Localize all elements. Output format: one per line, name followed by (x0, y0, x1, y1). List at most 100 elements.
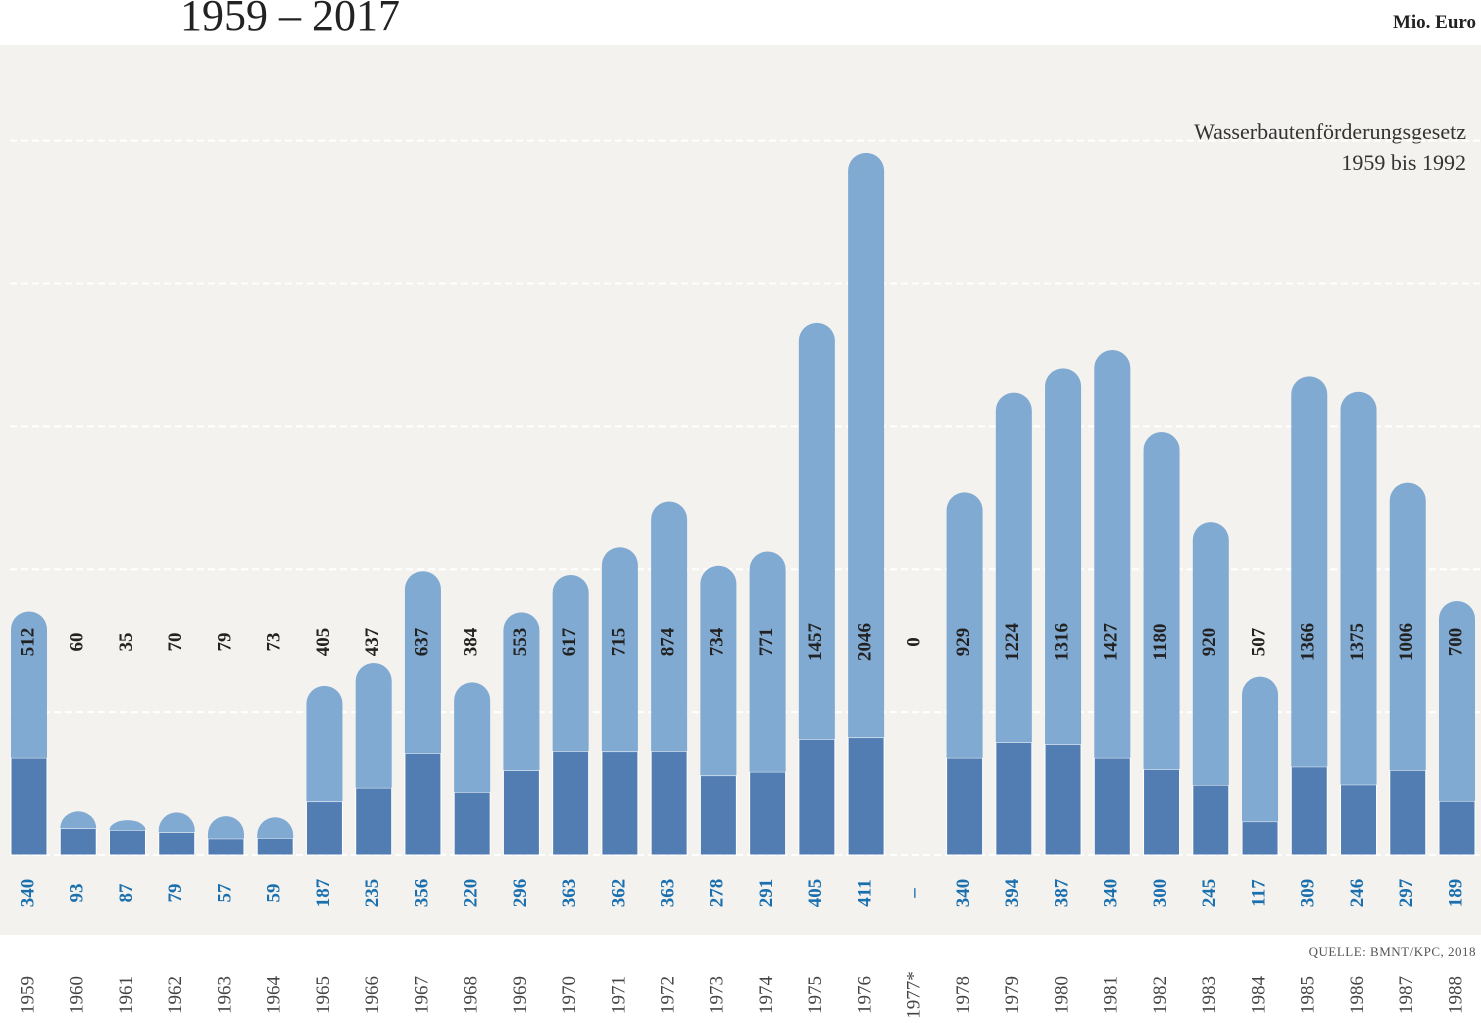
x-tick-label: 1974 (756, 976, 777, 1015)
bar-segment (207, 838, 245, 856)
bar-segment (355, 662, 392, 788)
bar-segment (454, 682, 491, 793)
x-tick-label: 1980 (1051, 976, 1072, 1014)
bar-segment (404, 571, 441, 754)
value-label: 363 (559, 879, 580, 908)
bar-segment (1045, 368, 1082, 745)
value-label: 384 (461, 627, 482, 656)
x-tick-label: 1967 (411, 976, 432, 1014)
bar-segment (995, 741, 1033, 856)
bar-segment (1439, 600, 1475, 801)
value-label: 507 (1248, 627, 1269, 656)
value-label: 1180 (1150, 624, 1171, 661)
value-label: 117 (1248, 879, 1269, 907)
x-tick-label: 1963 (214, 976, 235, 1014)
value-label: 93 (67, 884, 88, 903)
bar-segment (108, 829, 146, 856)
bar-segment (650, 750, 688, 856)
bar-segment (749, 771, 787, 856)
value-label: 57 (214, 883, 235, 903)
bar-segment (502, 769, 540, 856)
bar-segment (699, 775, 737, 856)
value-label: 700 (1445, 628, 1466, 657)
value-label: 35 (116, 633, 137, 652)
value-label: 79 (165, 884, 186, 903)
bar-segment (552, 750, 590, 856)
x-tick-label: 1969 (510, 976, 531, 1014)
value-label: 187 (313, 878, 334, 907)
x-tick-label: 1970 (559, 976, 580, 1014)
bar-segment (995, 392, 1032, 743)
bar-segment (651, 501, 688, 752)
x-tick-label: 1985 (1298, 976, 1319, 1014)
value-label: 1006 (1396, 623, 1417, 661)
bar-segment (256, 837, 294, 856)
bar-segment (847, 737, 885, 856)
bar-segment (1143, 432, 1180, 770)
value-label: 734 (707, 627, 728, 656)
value-label: 189 (1445, 879, 1466, 908)
value-label: 60 (67, 633, 88, 652)
bar-segment (552, 574, 589, 752)
value-label: 235 (362, 879, 383, 908)
value-label: 356 (411, 879, 432, 908)
value-label: 512 (17, 628, 38, 657)
x-tick-label: 1986 (1347, 976, 1368, 1014)
source: QUELLE: BMNT/KPC, 2018 (1309, 944, 1476, 959)
value-label: 297 (1396, 878, 1417, 907)
bar-segment (1093, 757, 1131, 856)
bar-segment (11, 611, 47, 758)
value-label: 1366 (1298, 623, 1319, 661)
bar-segment (404, 752, 442, 856)
value-label: 79 (214, 633, 235, 652)
x-tick-label: 1981 (1101, 976, 1122, 1014)
bar-segment (1438, 800, 1476, 856)
x-tick-label: 1973 (707, 976, 728, 1014)
value-label: 73 (264, 633, 285, 652)
bar-segment (60, 811, 97, 829)
bar-segment (59, 827, 97, 856)
x-tick-label: 1962 (165, 976, 186, 1014)
bar-segment (1242, 676, 1279, 822)
value-label: 1375 (1347, 623, 1368, 661)
unit-label: Mio. Euro (1393, 12, 1476, 33)
value-label: 309 (1298, 879, 1319, 908)
x-tick-label: 1961 (116, 976, 137, 1014)
value-label: 1457 (805, 623, 826, 662)
value-label: 291 (756, 879, 777, 908)
bar-segment (306, 685, 343, 802)
value-label: 715 (608, 628, 629, 657)
bar-segment (305, 801, 343, 856)
x-tick-label: 1988 (1445, 976, 1466, 1014)
bar-segment (503, 612, 540, 771)
bar-segment (207, 816, 244, 839)
x-tick-label: 1976 (854, 976, 875, 1014)
value-label: 405 (805, 879, 826, 908)
x-tick-label: 1964 (264, 976, 285, 1015)
value-label: 1224 (1002, 623, 1023, 662)
plot-background (0, 45, 1481, 935)
value-label: 405 (313, 628, 334, 657)
x-tick-label: 1972 (657, 976, 678, 1014)
bar-segment (1290, 766, 1328, 856)
bar-segment (1241, 821, 1279, 856)
bar-segment (257, 817, 294, 839)
bar-segment (158, 812, 195, 833)
x-tick-label: 1971 (608, 976, 629, 1014)
x-tick-label: 1979 (1002, 976, 1023, 1014)
bar-segment (453, 791, 491, 856)
value-label: 394 (1002, 878, 1023, 907)
value-label: 437 (362, 627, 383, 656)
value-label: 363 (657, 879, 678, 908)
bar-segment (749, 551, 786, 772)
value-label: 340 (953, 879, 974, 908)
x-tick-label: 1966 (362, 976, 383, 1014)
x-tick-label: 1982 (1150, 976, 1171, 1014)
bar-segment (1340, 391, 1377, 785)
bar-segment (1044, 743, 1082, 856)
bar-segment (1192, 784, 1230, 856)
bar-segment (700, 565, 737, 776)
x-tick-label: 1978 (953, 976, 974, 1014)
value-label: 278 (707, 879, 728, 908)
value-label: 296 (510, 879, 531, 908)
